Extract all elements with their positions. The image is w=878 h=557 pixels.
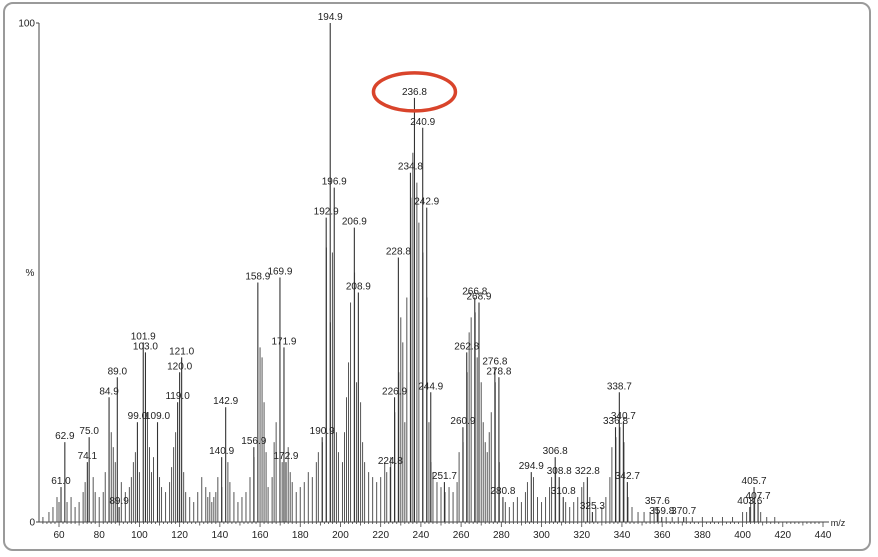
peak-label: 236.8 bbox=[402, 87, 427, 98]
peak-label: 280.8 bbox=[490, 486, 515, 497]
peak-label: 306.8 bbox=[543, 446, 568, 457]
peak-label: 89.9 bbox=[109, 496, 129, 507]
x-tick-label: 400 bbox=[734, 530, 751, 541]
peak-label: 262.8 bbox=[454, 341, 479, 352]
peak-label: 336.8 bbox=[603, 416, 628, 427]
peak-label: 342.7 bbox=[615, 471, 640, 482]
peak-label: 228.8 bbox=[386, 247, 411, 258]
x-tick-label: 160 bbox=[252, 530, 269, 541]
x-tick-label: 140 bbox=[211, 530, 228, 541]
peak-label: 103.0 bbox=[133, 341, 158, 352]
peak-label: 240.9 bbox=[410, 117, 435, 128]
axes: 0 100% 60 80 100 120 140 160 180 200 220 240 260 280 3… bbox=[18, 19, 845, 542]
peak-label: 75.0 bbox=[79, 426, 99, 437]
peak-label: 171.9 bbox=[271, 336, 296, 347]
peak-label: 276.8 bbox=[482, 356, 507, 367]
peak-label: 340.7 bbox=[611, 411, 636, 422]
x-tick-label: 60 bbox=[53, 530, 65, 541]
peak-label: 194.9 bbox=[318, 12, 343, 23]
x-tick-label: 440 bbox=[815, 530, 832, 541]
x-tick-label: 200 bbox=[332, 530, 349, 541]
peak-label: 61.0 bbox=[51, 476, 71, 487]
peak-label: 260.9 bbox=[450, 416, 475, 427]
peak-label: 251.7 bbox=[432, 471, 457, 482]
peak-label: 224.8 bbox=[378, 456, 403, 467]
x-tick-label: 380 bbox=[694, 530, 711, 541]
peak-label: 244.9 bbox=[418, 381, 443, 392]
peak-label: 62.9 bbox=[55, 431, 75, 442]
annotations bbox=[371, 71, 458, 113]
peak-label: 74.1 bbox=[78, 451, 98, 462]
x-tick-label: 280 bbox=[493, 530, 510, 541]
peak-label: 119.0 bbox=[165, 391, 190, 402]
peak-label: 268.9 bbox=[466, 291, 491, 302]
peak-label: 84.9 bbox=[99, 386, 119, 397]
x-tick-label: 80 bbox=[94, 530, 106, 541]
peak-label: 405.7 bbox=[742, 476, 767, 487]
peak-label: 370.7 bbox=[671, 506, 696, 517]
peak-label: 234.8 bbox=[398, 162, 423, 173]
peak-label: 158.9 bbox=[245, 271, 270, 282]
peak-label: 310.8 bbox=[551, 486, 576, 497]
x-axis-label: m/z bbox=[831, 518, 846, 528]
peak-label: 142.9 bbox=[213, 396, 238, 407]
peak-label: 99.0 bbox=[128, 411, 148, 422]
peak-label: 192.9 bbox=[314, 207, 339, 218]
y-tick-label: 0 bbox=[29, 518, 35, 529]
y-axis-label: % bbox=[26, 268, 35, 279]
peak-label: 121.0 bbox=[169, 346, 194, 357]
peak-label: 169.9 bbox=[267, 266, 292, 277]
peak-label: 338.7 bbox=[607, 381, 632, 392]
y-tick-label: 100 bbox=[18, 19, 35, 30]
x-tick-label: 180 bbox=[292, 530, 309, 541]
x-tick-label: 420 bbox=[774, 530, 791, 541]
peak-label: 407.7 bbox=[746, 491, 771, 502]
peak-label: 294.9 bbox=[519, 461, 544, 472]
highlight-ellipse bbox=[371, 71, 458, 113]
x-tick-label: 100 bbox=[131, 530, 148, 541]
x-tick-label: 240 bbox=[413, 530, 430, 541]
x-tick-label: 300 bbox=[533, 530, 550, 541]
peak-label: 89.0 bbox=[108, 366, 128, 377]
peak-label: 226.9 bbox=[382, 386, 407, 397]
peak-label: 208.9 bbox=[346, 281, 371, 292]
peak-label: 325.3 bbox=[580, 501, 605, 512]
x-tick-label: 340 bbox=[614, 530, 631, 541]
peak-label: 403.6 bbox=[737, 496, 762, 507]
peak-label: 322.8 bbox=[575, 466, 600, 477]
x-tick-label: 120 bbox=[171, 530, 188, 541]
peak-label: 359.8 bbox=[649, 506, 674, 517]
peak-bars bbox=[42, 23, 776, 522]
x-tick-label: 320 bbox=[573, 530, 590, 541]
peak-label: 196.9 bbox=[322, 177, 347, 188]
peak-label: 190.9 bbox=[310, 426, 335, 437]
peak-label: 308.8 bbox=[547, 466, 572, 477]
peak-label: 357.6 bbox=[645, 496, 670, 507]
peak-label: 140.9 bbox=[209, 446, 234, 457]
peak-label: 266.8 bbox=[462, 286, 487, 297]
peak-label: 101.9 bbox=[131, 331, 156, 342]
peak-label: 242.9 bbox=[414, 197, 439, 208]
x-tick-label: 260 bbox=[453, 530, 470, 541]
peak-label: 109.0 bbox=[145, 411, 170, 422]
peak-labels: 61.0 62.974.1 75.0 84.9 89.0 89.9 99.0 101.9103… bbox=[51, 12, 771, 517]
peak-label: 120.0 bbox=[167, 361, 192, 372]
x-tick-label: 220 bbox=[372, 530, 389, 541]
peak-label: 172.9 bbox=[273, 451, 298, 462]
peak-label: 156.9 bbox=[241, 436, 266, 447]
peak-label: 278.8 bbox=[486, 366, 511, 377]
peak-label: 206.9 bbox=[342, 217, 367, 228]
x-tick-label: 360 bbox=[654, 530, 671, 541]
